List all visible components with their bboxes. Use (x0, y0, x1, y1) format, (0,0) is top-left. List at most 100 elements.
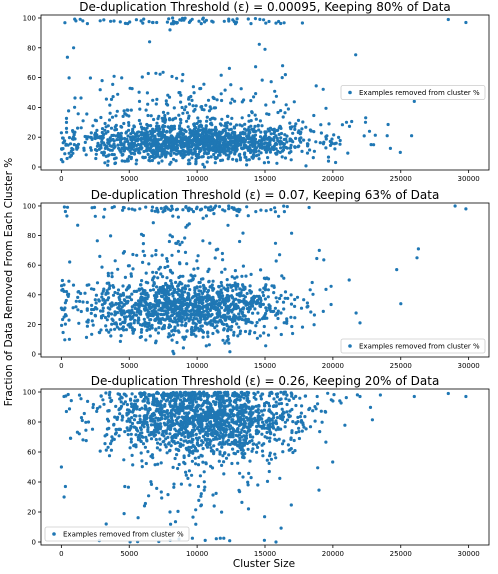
scatter-point (261, 392, 265, 396)
scatter-point (224, 153, 228, 157)
scatter-point (412, 99, 416, 103)
scatter-point (213, 418, 217, 422)
scatter-point (245, 302, 249, 307)
scatter-point (207, 128, 211, 132)
scatter-point (239, 308, 243, 312)
scatter-point (286, 443, 290, 447)
scatter-point (199, 324, 203, 328)
scatter-point (143, 143, 147, 147)
scatter-point (176, 287, 180, 291)
scatter-point (319, 131, 323, 135)
scatter-point (170, 142, 174, 146)
scatter-point (282, 276, 286, 280)
scatter-point (231, 289, 235, 293)
scatter-point (142, 149, 146, 154)
scatter-point (126, 147, 130, 151)
scatter-point (60, 147, 64, 151)
scatter-point (244, 274, 248, 278)
scatter-point (174, 208, 178, 212)
scatter-point (197, 119, 201, 123)
scatter-point (236, 334, 240, 338)
scatter-point (233, 281, 237, 285)
scatter-point (108, 111, 112, 115)
scatter-point (155, 446, 159, 450)
scatter-point (238, 208, 242, 212)
scatter-point (174, 159, 178, 163)
scatter-point (142, 156, 146, 160)
scatter-point (132, 289, 136, 293)
scatter-point (363, 120, 368, 124)
scatter-point (227, 453, 231, 457)
x-tick-label: 30000 (457, 175, 479, 183)
scatter-point (155, 486, 159, 490)
scatter-point (185, 429, 189, 434)
scatter-point (258, 17, 262, 21)
scatter-point (166, 207, 170, 211)
scatter-point (84, 428, 88, 432)
scatter-point (201, 17, 205, 21)
scatter-point (94, 156, 98, 161)
scatter-point (189, 332, 194, 337)
scatter-point (196, 254, 200, 258)
scatter-point (201, 131, 205, 135)
scatter-point (184, 335, 188, 339)
scatter-point (203, 437, 207, 441)
scatter-point (324, 440, 328, 444)
scatter-point (265, 436, 269, 440)
scatter-point (277, 140, 281, 144)
scatter-point (143, 300, 147, 304)
scatter-point (190, 156, 194, 160)
scatter-point (282, 439, 286, 443)
scatter-point (315, 394, 319, 399)
scatter-point (204, 426, 208, 430)
scatter-point (197, 403, 201, 408)
scatter-point (260, 443, 264, 447)
scatter-point (203, 205, 207, 209)
scatter-point (195, 285, 199, 289)
scatter-point (267, 141, 271, 145)
scatter-point (204, 103, 208, 107)
scatter-point (275, 411, 279, 416)
scatter-point (293, 124, 297, 128)
scatter-point (253, 133, 258, 137)
scatter-point (279, 397, 283, 401)
scatter-point (245, 134, 249, 138)
scatter-point (227, 298, 231, 302)
scatter-point (166, 420, 170, 424)
scatter-point (289, 137, 293, 141)
scatter-point (256, 404, 260, 408)
scatter-point (174, 152, 179, 156)
scatter-point (190, 98, 194, 102)
scatter-point (196, 463, 201, 467)
scatter-point (109, 442, 113, 446)
scatter-point (264, 306, 268, 310)
scatter-point (231, 405, 235, 409)
scatter-point (149, 482, 154, 486)
scatter-point (317, 488, 321, 492)
scatter-point (135, 289, 139, 293)
scatter-point (305, 151, 310, 155)
scatter-point (62, 289, 66, 293)
scatter-point (240, 116, 244, 120)
scatter-point (332, 142, 337, 146)
scatter-point (175, 391, 179, 395)
scatter-point (202, 309, 206, 313)
scatter-point (157, 161, 161, 165)
scatter-point (151, 270, 155, 274)
scatter-point (194, 446, 198, 451)
scatter-point (224, 287, 228, 292)
scatter-point (130, 326, 134, 330)
scatter-point (125, 113, 129, 117)
scatter-point (241, 475, 245, 479)
scatter-point (334, 160, 338, 165)
scatter-point (240, 100, 244, 104)
scatter-point (67, 318, 71, 322)
scatter-point (171, 19, 175, 23)
scatter-point (82, 146, 86, 150)
scatter-point (274, 94, 278, 98)
scatter-point (255, 294, 259, 298)
scatter-point (169, 124, 173, 128)
x-tick-label: 20000 (322, 362, 344, 370)
legend-marker (348, 344, 352, 348)
scatter-point (109, 234, 113, 238)
